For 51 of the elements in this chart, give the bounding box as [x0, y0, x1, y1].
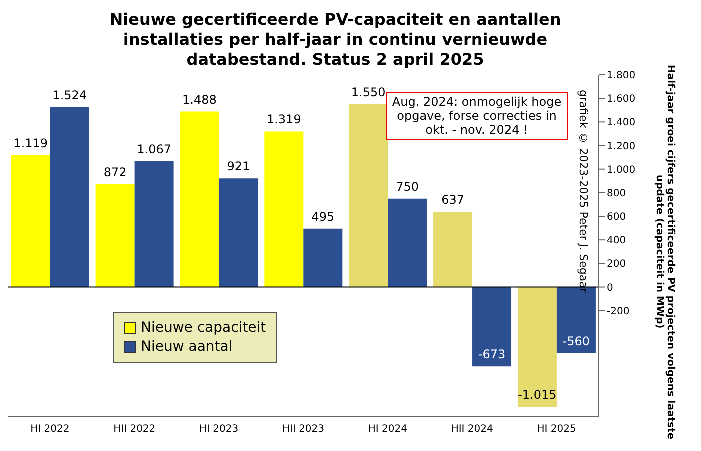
y2-tick-label: -200	[607, 306, 630, 318]
bar	[349, 104, 388, 288]
bar	[219, 178, 258, 288]
legend-label: Nieuwe capaciteit	[140, 320, 266, 336]
bar	[180, 112, 220, 288]
data-label: 637	[442, 193, 464, 208]
bar	[50, 108, 90, 288]
y2-tick-label: 1.600	[607, 94, 636, 106]
y2-tick-label: 1.200	[607, 141, 636, 152]
data-label: 750	[396, 180, 420, 194]
y2-tick-label: 1.400	[607, 118, 636, 129]
annotation: Aug. 2024: onmogelijk hoge opgave, forse correcties in okt. - nov. 2024 !	[386, 92, 568, 140]
bar	[304, 228, 343, 288]
bar	[472, 287, 512, 367]
bar	[11, 155, 50, 288]
data-label: 1.067	[137, 142, 172, 156]
x-tick-label: HI 2023	[200, 424, 239, 436]
bar	[264, 132, 304, 288]
data-label: -673	[478, 348, 506, 362]
bar	[388, 198, 428, 288]
x-tick-label: HI 2025	[537, 424, 576, 436]
data-label: 1.524	[52, 88, 88, 103]
y2-tick-label: 400	[607, 236, 626, 247]
y2-tick-label: 1.800	[607, 70, 636, 82]
x-tick-label: HII 2022	[114, 424, 156, 436]
data-label: 1.319	[266, 112, 302, 127]
data-label: -560	[562, 334, 590, 348]
y2-tick-label: 800	[607, 188, 626, 200]
x-tick-label: HII 2024	[451, 424, 494, 436]
legend-label: Nieuw aantal	[140, 339, 234, 355]
y2-tick-label: 1.000	[607, 164, 636, 176]
bar	[518, 287, 557, 407]
bar	[434, 212, 473, 288]
y2-tick-label: 0	[607, 282, 614, 294]
data-label: 872	[104, 165, 127, 180]
y2-axis-title: Half-jaar groei cijfers gecertificeerde PV projecten volgens laatste update (capaciteit in MWp)	[653, 64, 676, 442]
x-tick-label: HI 2022	[30, 424, 70, 436]
data-label: 1.119	[14, 136, 48, 150]
data-label: 1.550	[351, 85, 386, 100]
bar	[134, 161, 174, 288]
chart-title: Nieuwe gecertificeerde PV-capaciteit en aantallen installaties per half-jaar in continu vernieuwde databestand. Status 2 april 2025	[110, 10, 562, 69]
x-tick-label: HI 2024	[368, 424, 408, 436]
data-label: 495	[312, 210, 335, 224]
y2-tick-label: 600	[607, 212, 626, 224]
data-label: 921	[227, 160, 250, 174]
y2-tick-label: 200	[607, 259, 626, 270]
bar	[96, 184, 135, 288]
annotation: grafiek © 2023-2025 Peter J. Segaar	[577, 90, 590, 293]
data-label: 1.488	[182, 92, 217, 107]
data-label: -1.015	[518, 388, 557, 402]
x-tick-label: HII 2023	[282, 424, 325, 436]
